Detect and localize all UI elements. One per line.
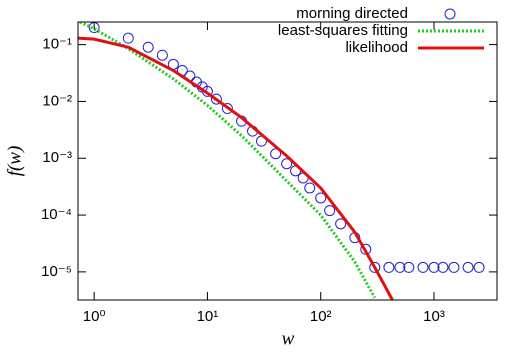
data-point [281, 158, 293, 170]
data-point [394, 261, 406, 273]
legend-label: likelihood [345, 39, 408, 56]
data-point [417, 261, 429, 273]
data-point [369, 261, 381, 273]
fit-line [79, 22, 377, 299]
data-point [270, 148, 282, 160]
data-point [88, 22, 100, 34]
data-point [156, 49, 168, 61]
y-axis-label: f(w) [4, 146, 25, 177]
x-tick-label: 10¹ [197, 308, 219, 325]
x-tick-label: 10³ [423, 308, 445, 325]
data-point [221, 103, 233, 115]
x-tick-label: 10⁰ [83, 308, 106, 325]
y-tick-label: 10⁻¹ [42, 36, 72, 53]
y-tick-label: 10⁻⁵ [41, 263, 72, 280]
data-point [473, 261, 485, 273]
data-point [210, 93, 222, 105]
plot-frame [77, 21, 498, 301]
legend-marker [444, 8, 456, 20]
data-point [335, 218, 347, 230]
data-point [142, 41, 154, 53]
data-point [315, 192, 327, 204]
fit-line [78, 36, 394, 300]
y-tick-label: 10⁻⁴ [41, 206, 72, 223]
data-point [462, 261, 474, 273]
data-point [437, 261, 449, 273]
data-point [324, 205, 336, 217]
legend-label: least-squares fitting [278, 22, 408, 39]
data-point [304, 182, 316, 194]
legend-label: morning directed [296, 5, 408, 22]
data-point [403, 261, 415, 273]
data-point [383, 261, 395, 273]
x-axis-label: w [282, 328, 295, 349]
data-point [448, 261, 460, 273]
y-tick-label: 10⁻² [42, 92, 72, 109]
data-point [122, 32, 134, 44]
x-tick-label: 10² [310, 308, 332, 325]
y-tick-label: 10⁻³ [42, 149, 72, 166]
data-point [428, 261, 440, 273]
